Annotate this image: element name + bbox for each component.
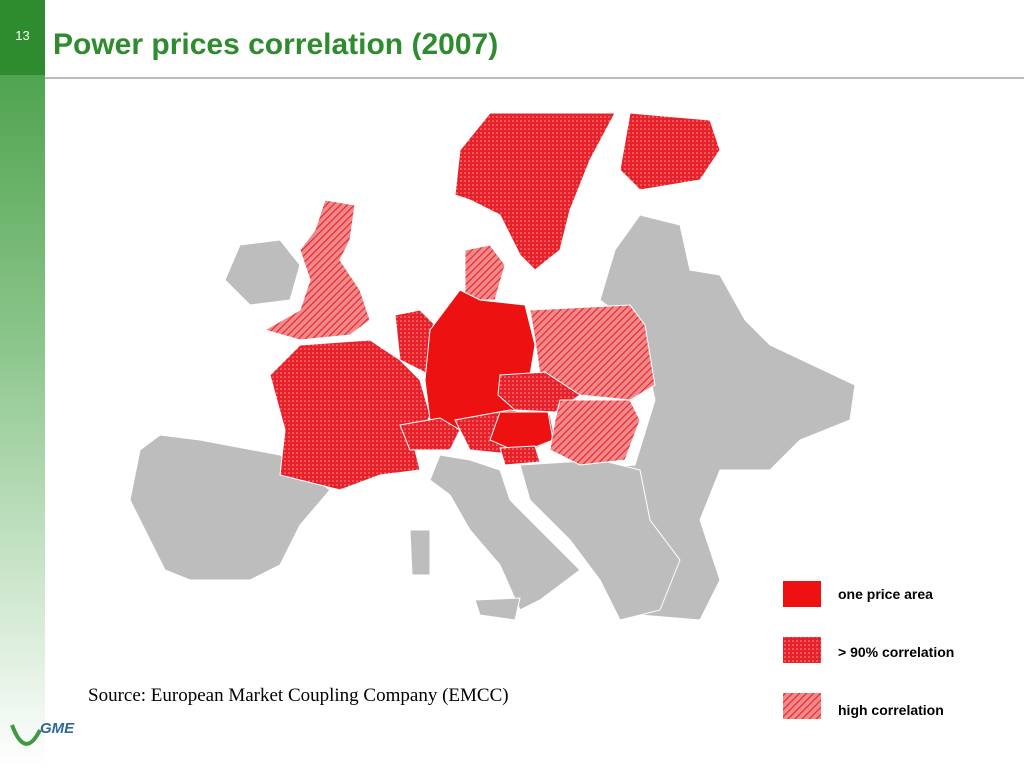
logo-mark	[10, 724, 42, 746]
slovakia-hungary	[549, 399, 641, 466]
legend-label: one price area	[838, 586, 933, 602]
side-bar	[0, 0, 45, 768]
legend-label: > 90% correlation	[838, 644, 955, 660]
switzerland	[399, 417, 461, 451]
legend-swatch	[783, 637, 821, 663]
title-rule	[45, 77, 1024, 79]
norway-sweden	[454, 112, 616, 271]
legend-swatch	[783, 693, 821, 719]
denmark	[464, 244, 506, 301]
logo: GME	[40, 720, 75, 737]
slide-number: 13	[0, 0, 45, 75]
sardinia	[409, 529, 431, 576]
legend-swatch	[783, 581, 821, 607]
austria-core	[489, 411, 554, 454]
slovenia	[499, 445, 541, 466]
finland	[619, 112, 721, 191]
italy	[429, 454, 581, 611]
sicily	[474, 597, 521, 621]
ireland	[224, 239, 301, 306]
legend-label: high correlation	[838, 702, 944, 718]
source: Source: European Market Coupling Company…	[88, 685, 509, 706]
uk	[263, 199, 371, 341]
balkans	[519, 459, 681, 621]
title: Power prices correlation (2007)	[53, 28, 499, 61]
